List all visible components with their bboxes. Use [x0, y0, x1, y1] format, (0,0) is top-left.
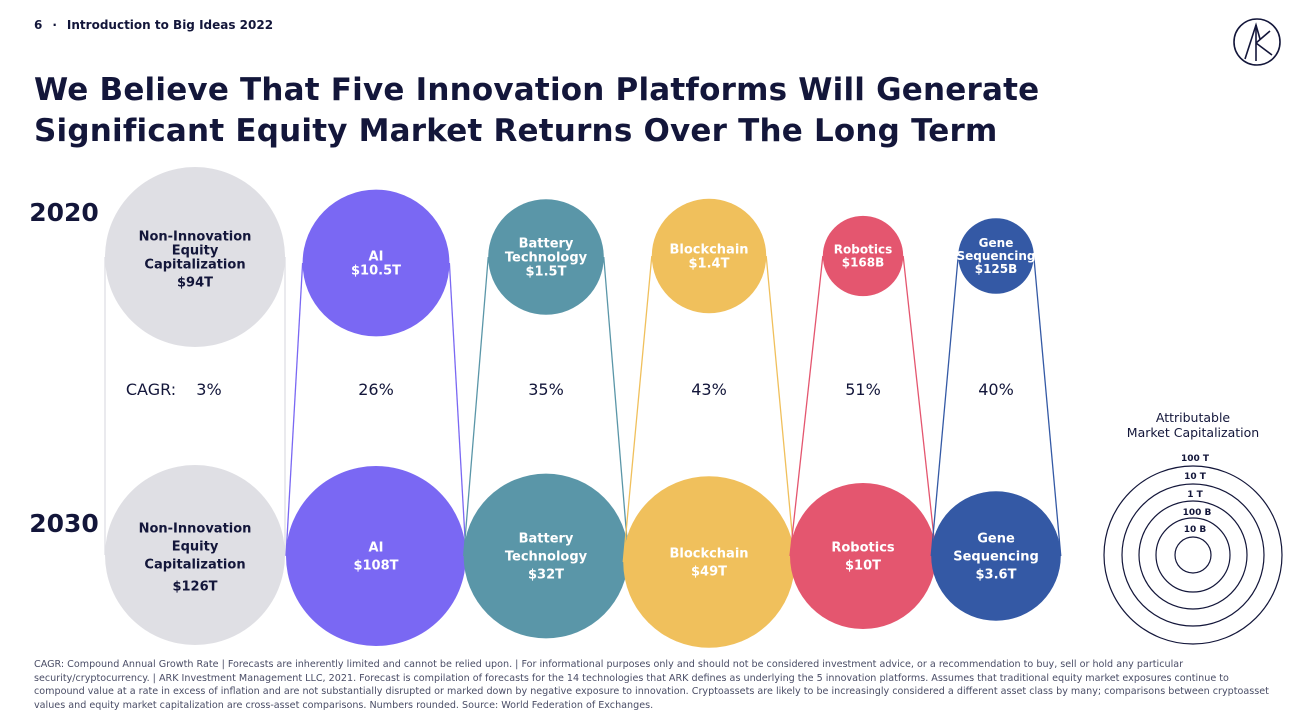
connector-line-left [463, 256, 489, 557]
bubble-2020 [822, 215, 904, 297]
legend-title-line: Market Capitalization [1127, 425, 1259, 440]
bubble-2020-name: Robotics [834, 243, 892, 257]
page-number: 6 [34, 18, 43, 32]
legend-ring [1121, 483, 1265, 627]
bubble-2020-name: Gene [979, 236, 1014, 250]
connector-line-right [765, 255, 796, 563]
bubble-2020-name: Sequencing [957, 249, 1036, 263]
bubble-2020 [958, 218, 1034, 294]
bubble-2030 [790, 483, 936, 629]
bubble-2020-value: $94T [177, 276, 213, 291]
bubble-2020 [302, 189, 450, 337]
bubble-2020-value: $125B [975, 262, 1018, 276]
bubble-2030-name: Capitalization [144, 558, 245, 573]
connector-line-left [789, 255, 824, 557]
bubble-2030-name: Sequencing [953, 550, 1039, 565]
bubble-2020 [488, 199, 604, 315]
cagr-value: 35% [528, 380, 564, 399]
ark-logo-icon [1233, 18, 1281, 66]
bubble-2030-name: Non-Innovation [139, 522, 252, 537]
bubble-2030-value: $126T [172, 580, 217, 595]
cagr-value: 40% [978, 380, 1014, 399]
legend-ring-label: 10 B [1184, 525, 1207, 535]
year-label-2020: 2020 [29, 198, 99, 227]
bubble-2020-value: $1.5T [526, 265, 567, 280]
bubble-2030-name: Gene [977, 532, 1015, 547]
slide-title: We Believe That Five Innovation Platform… [34, 70, 1039, 152]
bubble-2020-value: $1.4T [689, 257, 730, 272]
connector-line-left [930, 255, 959, 557]
year-label-2030: 2030 [29, 509, 99, 538]
cagr-value: 43% [691, 380, 727, 399]
legend-ring [1103, 465, 1283, 645]
legend-title-line: Attributable [1156, 410, 1231, 425]
bubble-2020-name: Technology [505, 251, 588, 266]
bubble-2020 [105, 167, 285, 347]
title-line-1: We Believe That Five Innovation Platform… [34, 72, 1040, 108]
cagr-value: 51% [845, 380, 881, 399]
bubble-2030 [623, 476, 795, 648]
legend-ring [1174, 536, 1212, 574]
bubble-2030-value: $32T [528, 568, 564, 583]
bubble-2020 [651, 198, 767, 314]
bubble-2020-name: Equity [172, 244, 219, 259]
bubble-2020-name: Capitalization [144, 258, 245, 273]
bubble-2030-value: $3.6T [976, 568, 1017, 583]
bubble-2030-name: Battery [519, 532, 574, 547]
bubble-2030-value: $108T [353, 559, 398, 574]
legend-ring-label: 1 T [1187, 490, 1203, 500]
footer-text: CAGR: Compound Annual Growth Rate | Fore… [34, 659, 1269, 711]
connector-line-right [1033, 255, 1062, 557]
bubble-2030-name: Technology [505, 550, 588, 565]
bubble-2030 [286, 466, 466, 646]
cagr-label: CAGR: [126, 380, 176, 399]
title-line-2: Significant Equity Market Returns Over T… [34, 113, 998, 149]
legend-ring-label: 100 B [1183, 508, 1212, 518]
legend-ring [1155, 517, 1231, 593]
bubble-2030-name: Equity [172, 540, 219, 555]
legend-ring-label: 10 T [1184, 472, 1207, 482]
bubble-2030 [931, 491, 1061, 621]
connector-line-right [448, 262, 467, 557]
slide-header: 6 · Introduction to Big Ideas 2022 [34, 18, 273, 32]
bubble-2020-name: Blockchain [669, 243, 748, 258]
legend-ring [1138, 500, 1248, 610]
cagr-value: 3% [196, 380, 221, 399]
bubble-2030 [463, 473, 629, 639]
connector-line-left [285, 262, 304, 557]
bubble-2030-value: $49T [691, 565, 727, 580]
legend-ring-label: 100 T [1181, 454, 1210, 464]
bubble-2020-value: $10.5T [351, 264, 401, 279]
connector-line-right [603, 256, 629, 557]
separator-dot: · [52, 18, 57, 32]
connector-line-left [622, 255, 653, 563]
bubble-2030-name: AI [369, 541, 384, 556]
bubble-2030-name: Robotics [831, 541, 895, 556]
connector-line-right [902, 255, 937, 557]
bubble-chart: 20202030CAGR:Non-InnovationEquityCapital… [29, 167, 1283, 648]
section-title: Introduction to Big Ideas 2022 [66, 18, 274, 32]
cagr-value: 26% [358, 380, 394, 399]
bubble-2020-name: Non-Innovation [139, 230, 252, 245]
bubble-2020-name: Battery [519, 237, 574, 252]
bubble-2030-value: $10T [845, 559, 881, 574]
bubble-2020-value: $168B [842, 256, 885, 270]
bubble-2030 [105, 465, 285, 645]
bubble-2030-name: Blockchain [669, 547, 748, 562]
bubble-2020-name: AI [369, 250, 384, 265]
footer-disclaimer: CAGR: Compound Annual Growth Rate | Fore… [34, 658, 1279, 712]
